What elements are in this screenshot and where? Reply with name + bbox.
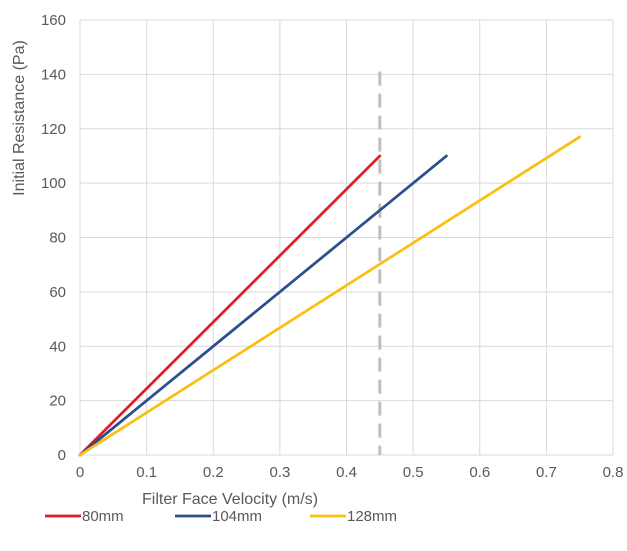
series-line-128mm bbox=[78, 135, 582, 457]
x-axis-title: Filter Face Velocity (m/s) bbox=[142, 491, 318, 508]
y-axis-tick-labels: 0 20 40 60 80 100 120 140 160 bbox=[41, 12, 66, 464]
x-tick-label: 0.1 bbox=[136, 464, 157, 481]
legend-label: 128mm bbox=[347, 508, 397, 525]
y-tick-label: 60 bbox=[49, 284, 66, 301]
x-tick-label: 0.6 bbox=[469, 464, 490, 481]
y-tick-label: 0 bbox=[58, 447, 66, 464]
legend: 80mm 104mm 128mm bbox=[45, 508, 397, 525]
y-tick-label: 100 bbox=[41, 175, 66, 192]
x-tick-label: 0.3 bbox=[269, 464, 290, 481]
y-tick-label: 80 bbox=[49, 230, 66, 247]
series-line-80mm bbox=[78, 154, 382, 457]
x-tick-label: 0.4 bbox=[336, 464, 357, 481]
x-tick-label: 0.8 bbox=[603, 464, 624, 481]
x-tick-label: 0.2 bbox=[203, 464, 224, 481]
y-tick-label: 20 bbox=[49, 393, 66, 410]
y-tick-label: 160 bbox=[41, 12, 66, 29]
x-tick-label: 0.5 bbox=[403, 464, 424, 481]
series-line-104mm bbox=[78, 154, 448, 457]
x-tick-label: 0 bbox=[76, 464, 84, 481]
x-tick-label: 0.7 bbox=[536, 464, 557, 481]
y-tick-label: 140 bbox=[41, 66, 66, 83]
y-tick-label: 120 bbox=[41, 121, 66, 138]
y-axis-title: Initial Resistance (Pa) bbox=[11, 40, 28, 196]
series-lines bbox=[78, 135, 582, 457]
legend-label: 104mm bbox=[212, 508, 262, 525]
legend-label: 80mm bbox=[82, 508, 124, 525]
x-axis-tick-labels: 0 0.1 0.2 0.3 0.4 0.5 0.6 0.7 0.8 bbox=[76, 464, 624, 481]
y-tick-label: 40 bbox=[49, 338, 66, 355]
